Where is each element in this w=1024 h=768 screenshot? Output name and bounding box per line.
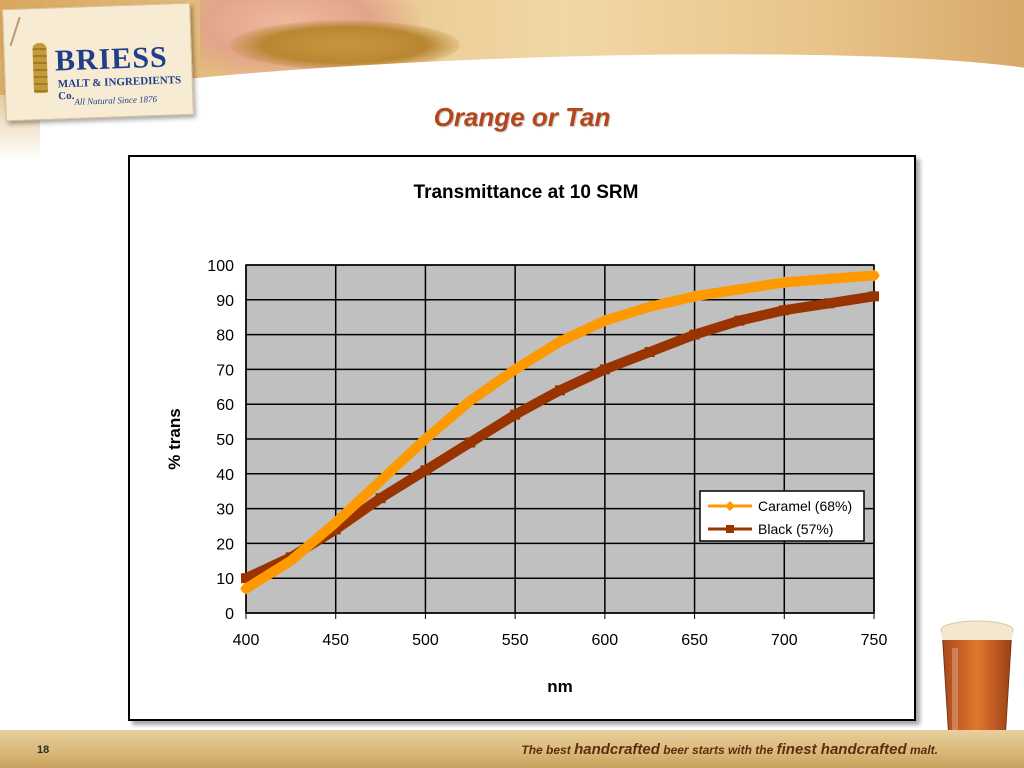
data-point [599,364,610,375]
beer-glass-image [940,620,1014,757]
logo-name: BRIESS [54,40,169,78]
x-tick-label: 550 [502,632,529,649]
chart-legend: Caramel (68%) Black (57%) [699,490,865,542]
y-tick-label: 80 [216,328,234,345]
data-point [554,335,566,348]
legend-label: Caramel (68%) [758,498,852,514]
data-point [824,298,835,309]
data-point [240,582,252,595]
y-tick-label: 70 [216,362,234,379]
tagline-part: beer starts with the [659,743,777,757]
series-black [241,291,879,584]
legend-label: Black (57%) [758,521,833,537]
x-tick-label: 500 [412,632,439,649]
y-axis-label: % trans [165,408,184,469]
data-point [284,554,297,567]
footer-band [0,730,1024,768]
chart-title: Transmittance at 10 SRM [414,182,639,203]
data-point [733,283,746,296]
series-layer [240,269,880,595]
x-tick-label: 750 [861,632,888,649]
data-point [689,329,700,340]
slide-title: Orange or Tan [433,102,611,132]
x-tick-label: 700 [771,632,798,649]
data-point [869,291,879,302]
x-tick-label: 650 [681,632,708,649]
tagline-part: malt. [906,743,938,757]
tagline-emphasis: finest handcrafted [776,741,907,758]
data-point [241,573,251,584]
data-point [374,474,387,487]
x-tick-label: 450 [322,632,349,649]
data-point [598,314,611,327]
y-tick-label: 40 [216,467,234,484]
data-point [465,437,476,448]
tag-string [9,16,29,49]
data-point [688,290,701,303]
y-tick-label: 60 [216,397,234,414]
y-tick-label: 90 [216,293,234,310]
data-point [644,347,655,357]
data-point [643,300,656,313]
data-point [779,305,790,316]
y-tick-label: 0 [225,606,234,623]
tagline-emphasis: handcrafted [574,741,660,758]
gridlines [245,264,875,614]
footer-tagline: The best handcrafted beer starts with th… [521,741,938,758]
data-point [375,493,386,504]
chart-frame: Transmittance at 10 SRM 0 10 20 30 40 50 60 70 8… [128,155,916,721]
data-point [823,272,836,285]
y-tick-label: 50 [216,432,234,449]
x-axis-label: nm [547,677,573,696]
data-point [510,409,521,420]
y-tick-label: 20 [216,536,234,553]
x-tick-label: 400 [233,632,260,649]
data-point [868,269,880,282]
page-number: 18 [37,744,50,756]
y-tick-label: 100 [207,258,234,275]
transmittance-chart: Transmittance at 10 SRM 0 10 20 30 40 50 60 70 8… [165,182,887,696]
data-point [419,433,432,445]
data-point [778,276,791,289]
data-point [330,524,341,535]
data-point [420,465,431,476]
series-caramel [240,269,880,595]
data-point [555,385,565,396]
tagline-part: The best [521,743,575,757]
data-point [464,394,477,407]
data-point [734,315,745,326]
legend-marker [726,525,734,533]
y-tick-label: 30 [216,502,234,519]
axes: 0 10 20 30 40 50 60 70 80 90 100 400 450 500 550 600 650… [207,258,887,649]
legend-marker [725,501,735,511]
wheat-icon [32,42,49,94]
x-tick-label: 600 [592,632,619,649]
data-point [329,516,342,529]
y-tick-label: 10 [216,571,234,588]
